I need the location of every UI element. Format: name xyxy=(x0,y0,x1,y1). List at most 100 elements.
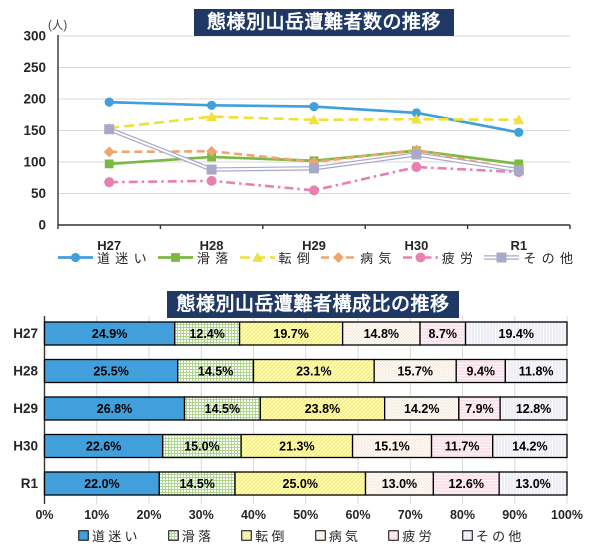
legend-key-病気 xyxy=(321,252,357,263)
bar-segment-value: 14.2% xyxy=(404,402,439,416)
bar-segment-value: 25.0% xyxy=(283,477,318,491)
line-chart-x-tick-label: H27 xyxy=(97,238,121,253)
bar-segment-value: 8.7% xyxy=(429,327,458,341)
bar-chart-category-label: H28 xyxy=(13,364,38,379)
legend-swatch-rect xyxy=(388,529,400,541)
legend-key-graphic xyxy=(321,252,357,263)
legend-label: その他 xyxy=(523,251,579,266)
line-chart-y-tick-label: 200 xyxy=(23,92,46,107)
legend-label: 道迷い xyxy=(97,251,152,266)
legend-swatch-rect xyxy=(241,529,253,541)
bar-chart-x-tick-label: 30% xyxy=(189,508,214,522)
bar-row-R1: 22.0% 14.5% 25.0% 13.0% 12.6% 13.0% xyxy=(43,471,568,496)
legend-label: 滑落 xyxy=(196,251,234,266)
line-chart-y-tick-label: 150 xyxy=(23,123,46,138)
legend-label: 滑落 xyxy=(181,528,215,544)
legend-key-道迷い xyxy=(58,252,93,263)
line-chart-marker xyxy=(206,145,217,157)
bar-row-H29: 26.8% 14.5% 23.8% 14.2% 7.9% 12.8% xyxy=(43,396,568,421)
legend-item-滑落: 滑落 xyxy=(157,248,234,267)
legend-swatch-病気 xyxy=(315,529,326,541)
line-chart-marker xyxy=(514,127,524,137)
bar-chart-x-tick-label: 50% xyxy=(293,508,318,522)
bar-chart-x-tick-label: 100% xyxy=(551,508,583,522)
bar-segment-value: 15.7% xyxy=(397,365,432,379)
bar-segment-value: 14.5% xyxy=(198,365,233,379)
legend-swatch-疲労 xyxy=(388,529,400,541)
line-chart-marker xyxy=(103,146,115,158)
bar-segment-value: 7.9% xyxy=(465,402,494,416)
legend-swatch-滑落 xyxy=(168,529,179,541)
bar-segment-value: 23.1% xyxy=(296,365,331,379)
bar-row-H30: 22.6% 15.0% 21.3% 15.1% 11.7% 14.2% xyxy=(43,433,568,459)
bar-segment-value: 26.8% xyxy=(97,402,132,416)
line-chart-y-tick-label: 100 xyxy=(23,155,46,170)
bar-chart-category-label: H27 xyxy=(13,326,38,341)
line-chart-marker xyxy=(309,101,319,112)
legend-key-graphic xyxy=(239,252,275,262)
line-chart-marker xyxy=(171,253,180,262)
legend-key-graphic xyxy=(58,252,93,263)
legend-item-道迷い: 道迷い xyxy=(57,248,152,267)
line-chart-line xyxy=(109,115,519,130)
legend-label: その他 xyxy=(475,528,525,544)
legend-item-病気: 病気 xyxy=(320,248,397,267)
bar-segment-value: 11.7% xyxy=(445,440,480,454)
line-chart-marker xyxy=(411,162,422,173)
line-chart-marker xyxy=(206,111,217,122)
bar-segment-value: 12.6% xyxy=(449,477,484,491)
line-series-その他 xyxy=(104,124,524,176)
legend-key-滑落 xyxy=(157,253,193,262)
line-chart-marker xyxy=(333,252,345,263)
bar-segment-value: 14.5% xyxy=(179,477,214,491)
bar-segment-value: 11.8% xyxy=(519,365,554,379)
legend-label: 疲労 xyxy=(402,528,435,544)
bar-chart-legend: 道迷い 滑落 転倒 病気 疲労 その他 xyxy=(78,526,525,545)
bar-chart-x-tick-label: 10% xyxy=(84,508,109,522)
legend-key-その他 xyxy=(484,252,520,263)
line-chart-marker xyxy=(308,156,320,168)
line-chart-x-tick-label: H30 xyxy=(404,238,428,253)
legend-item-転倒: 転倒 xyxy=(239,248,316,267)
bar-chart-x-tick-label: 80% xyxy=(450,508,475,522)
bar-segment-value: 14.2% xyxy=(512,440,547,454)
legend-item-病気: 病気 xyxy=(315,526,362,545)
legend-swatch-rect xyxy=(462,529,473,541)
line-series-道迷い xyxy=(104,97,524,137)
line-chart-marker xyxy=(308,114,320,125)
legend-item-道迷い: 道迷い xyxy=(78,526,141,545)
legend-swatch-rect xyxy=(168,529,179,541)
line-chart-marker xyxy=(514,159,524,169)
line-chart-marker xyxy=(309,185,319,196)
legend-label: 転倒 xyxy=(278,251,316,266)
legend-swatch-rect xyxy=(78,529,89,541)
bar-segment-value: 14.5% xyxy=(205,402,240,416)
bar-chart-category-label: H30 xyxy=(13,439,38,454)
line-chart-unit-label: (人) xyxy=(48,19,67,32)
line-chart-marker xyxy=(513,165,524,176)
bar-segment-その他 xyxy=(499,396,568,421)
bar-chart-category-label: H29 xyxy=(13,401,38,416)
line-chart-y-tick-label: 50 xyxy=(31,186,46,201)
bar-segment-value: 22.0% xyxy=(84,477,119,491)
bar-segment-その他 xyxy=(464,321,568,346)
legend-label: 病気 xyxy=(360,251,397,266)
legend-swatch-rect xyxy=(315,529,326,541)
bar-segment-その他 xyxy=(498,471,568,496)
line-chart-marker xyxy=(104,159,114,169)
line-chart-marker xyxy=(206,175,217,186)
bar-row-H27: 24.9% 12.4% 19.7% 14.8% 8.7% 19.4% xyxy=(43,321,568,346)
legend-label: 転倒 xyxy=(255,528,288,544)
line-chart-marker xyxy=(411,113,422,124)
bar-chart-x-tick-label: 60% xyxy=(345,508,370,522)
bar-segment-value: 12.4% xyxy=(189,327,224,341)
line-chart-x-tick-label: R1 xyxy=(510,238,527,253)
line-chart-marker xyxy=(104,124,115,135)
legend-key-graphic xyxy=(484,252,520,263)
bar-segment-value: 15.1% xyxy=(374,440,409,454)
legend-key-graphic xyxy=(402,252,438,263)
line-chart-marker xyxy=(207,100,217,110)
legend-swatch-その他 xyxy=(462,529,473,541)
